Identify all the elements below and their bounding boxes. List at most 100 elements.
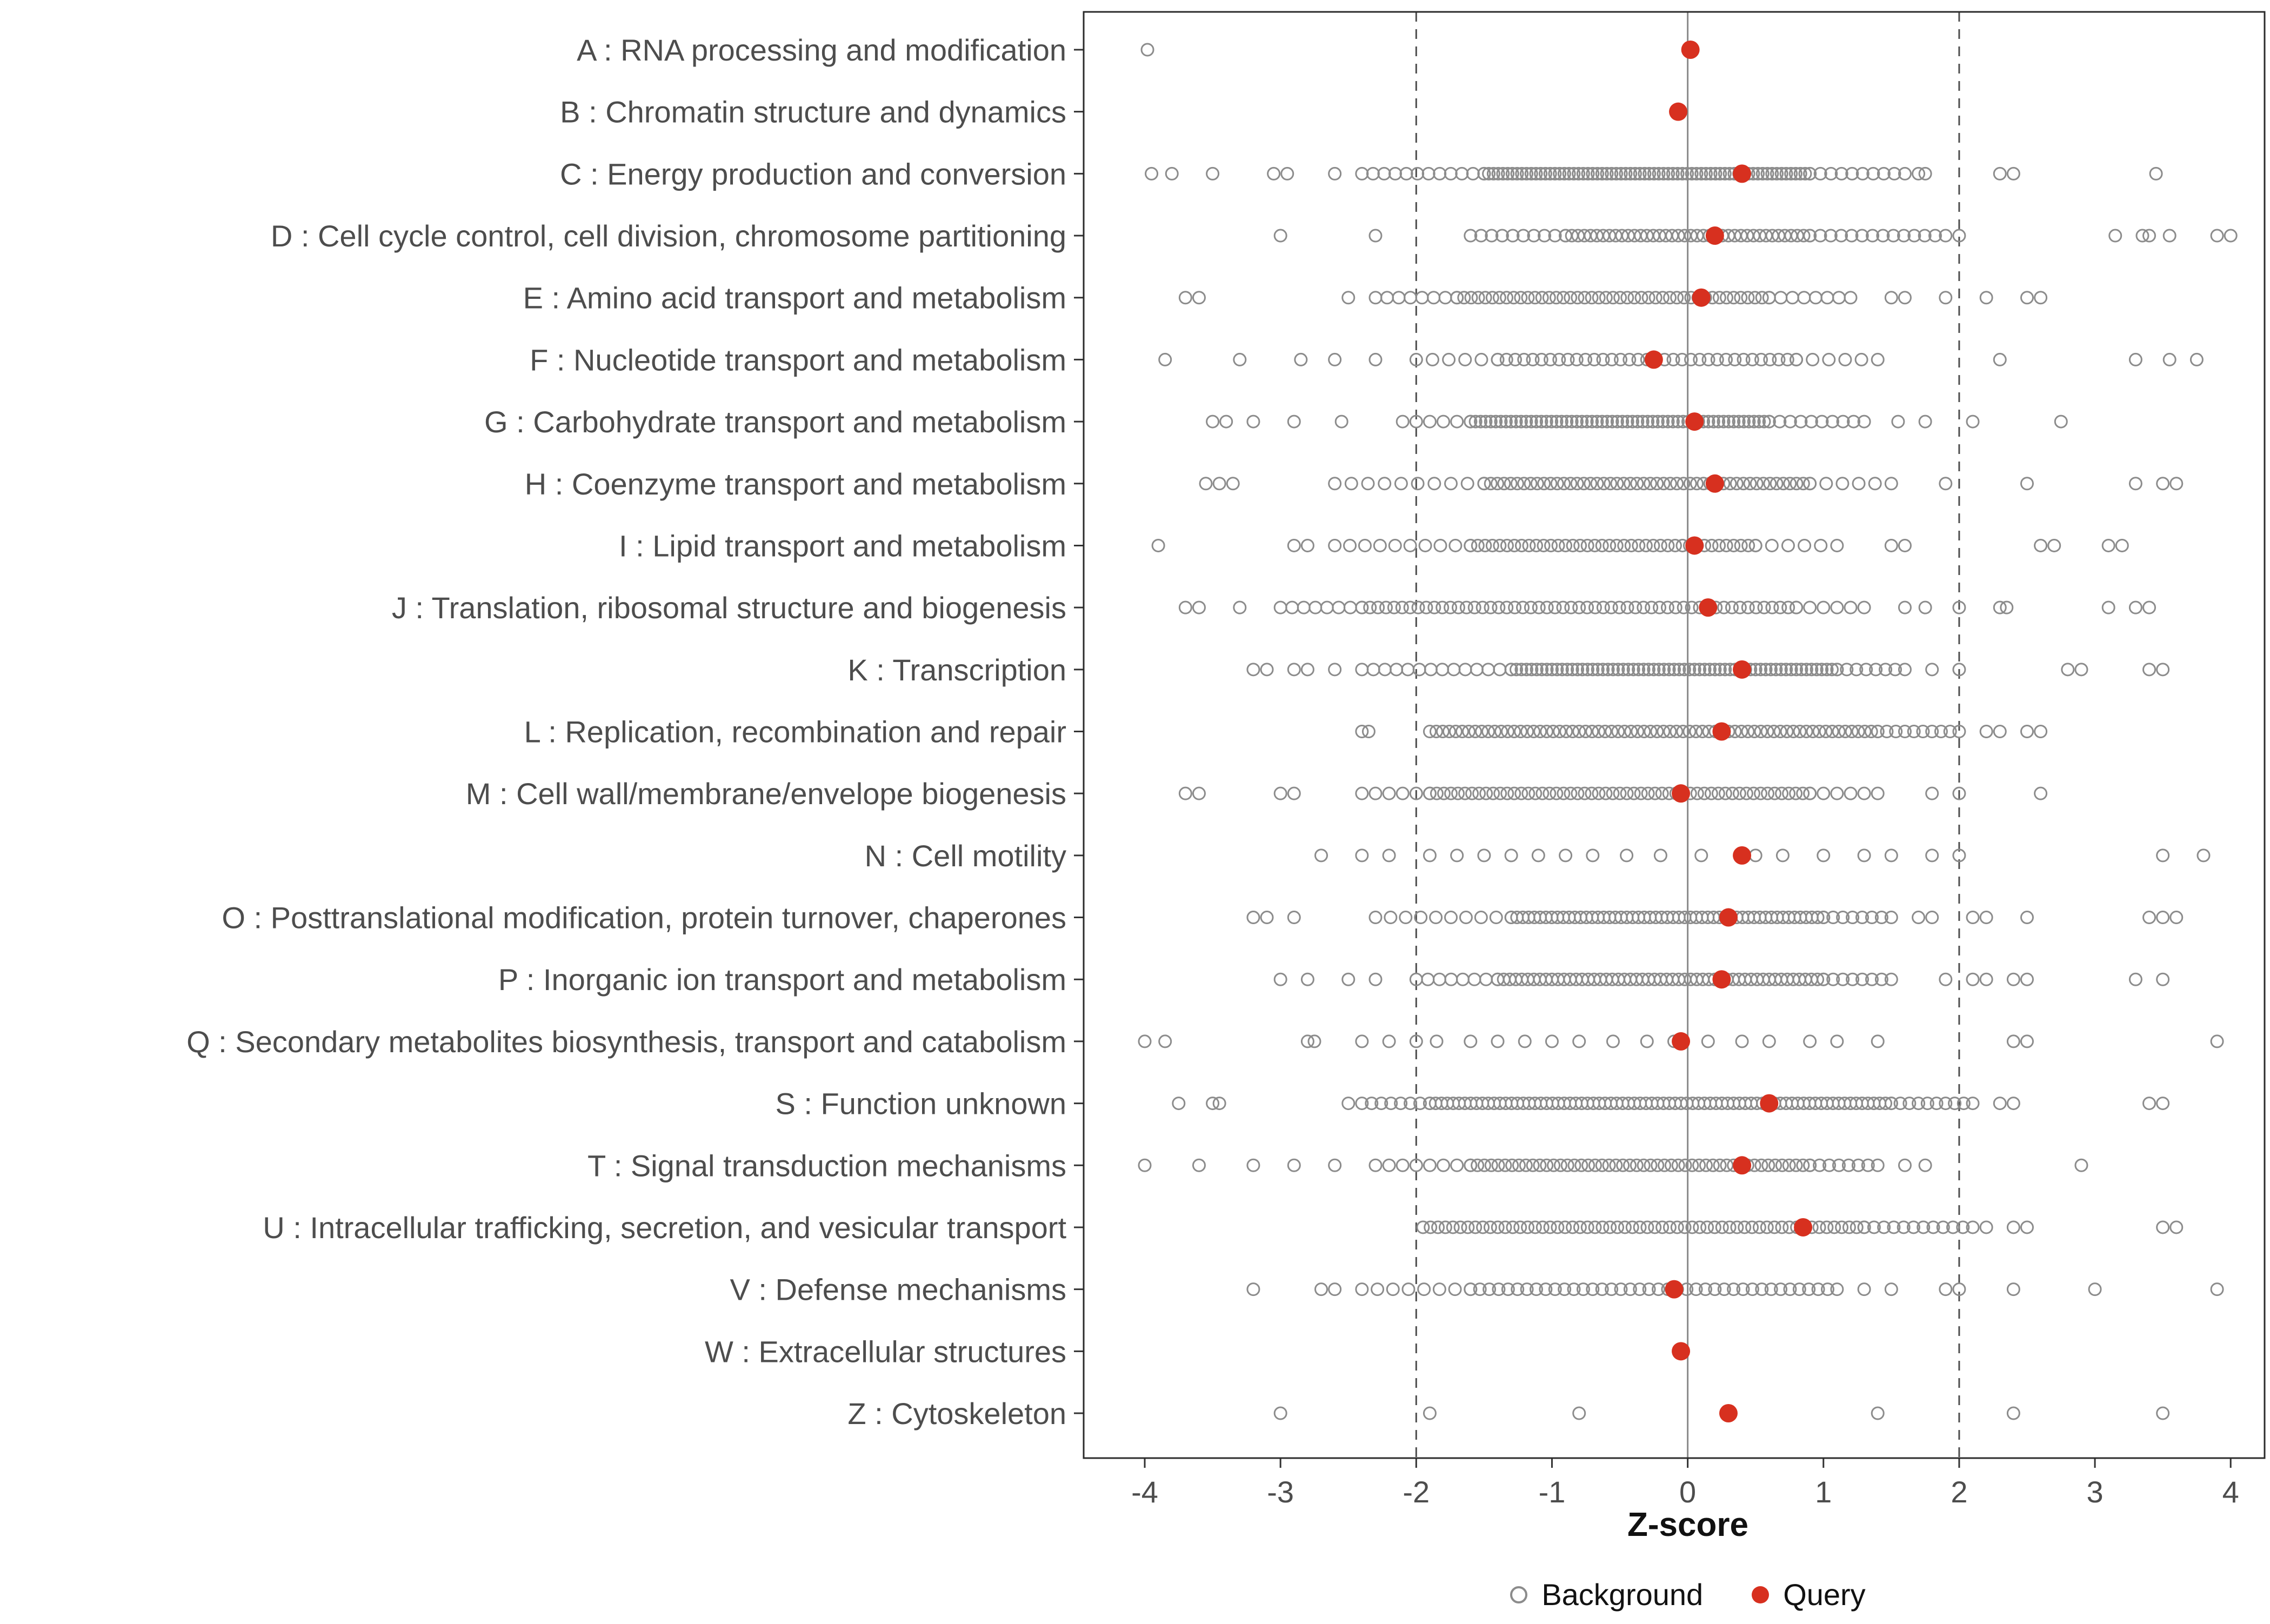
background-point: [1824, 166, 1838, 181]
background-point: [1775, 1220, 1789, 1234]
background-point: [1879, 663, 1893, 677]
background-point: [1898, 725, 1912, 738]
background-point: [1815, 663, 1829, 677]
background-point: [1925, 848, 1939, 863]
category-label: B : Chromatin structure and dynamics: [560, 95, 1066, 129]
background-point: [1489, 911, 1503, 925]
background-point: [1590, 477, 1604, 491]
background-point: [1579, 352, 1593, 366]
query-point: [1712, 970, 1731, 989]
background-point: [2020, 1220, 2034, 1234]
background-point: [1710, 352, 1724, 366]
background-point: [1300, 538, 1314, 552]
background-point: [1657, 166, 1671, 181]
background-point: [1834, 229, 1848, 243]
background-point: [1641, 415, 1655, 429]
background-point: [1519, 663, 1533, 677]
background-point: [2034, 725, 2048, 738]
background-point: [2142, 600, 2156, 614]
background-point: [1761, 786, 1775, 800]
background-point: [2020, 291, 2034, 305]
background-point: [1952, 725, 1966, 738]
background-point: [1567, 166, 1581, 181]
background-point: [1561, 352, 1575, 366]
background-point: [1871, 1034, 1885, 1048]
background-point: [1754, 352, 1768, 366]
background-point: [1465, 786, 1479, 800]
background-point: [2047, 538, 2061, 552]
background-point: [1549, 291, 1563, 305]
background-point: [1979, 972, 1993, 986]
background-point: [2135, 229, 2149, 243]
background-point: [1165, 166, 1179, 181]
background-point: [1580, 415, 1594, 429]
background-point: [1746, 786, 1760, 800]
background-point: [1409, 415, 1423, 429]
background-point: [1471, 1158, 1485, 1172]
background-point: [1419, 600, 1433, 614]
background-point: [1592, 725, 1606, 738]
background-point: [1609, 166, 1623, 181]
background-point: [1760, 725, 1774, 738]
background-point: [1572, 1034, 1586, 1048]
background-point: [1585, 725, 1599, 738]
background-point: [2054, 415, 2068, 429]
background-point: [1617, 538, 1631, 552]
background-point: [1575, 415, 1589, 429]
background-point: [1685, 600, 1699, 614]
background-point: [1494, 725, 1508, 738]
background-point: [1678, 1220, 1692, 1234]
background-point: [1560, 663, 1574, 677]
background-point: [1526, 1158, 1540, 1172]
background-point: [1206, 166, 1220, 181]
background-point: [1623, 1158, 1637, 1172]
query-point: [1794, 1218, 1813, 1237]
background-point: [1530, 477, 1544, 491]
background-point: [1630, 1158, 1644, 1172]
background-point: [1817, 600, 1831, 614]
background-point: [1595, 1158, 1609, 1172]
background-point: [2156, 477, 2170, 491]
background-point: [1803, 600, 1817, 614]
background-point: [1506, 229, 1520, 243]
category-label: I : Lipid transport and metabolism: [619, 529, 1066, 563]
background-point: [1510, 166, 1524, 181]
background-point: [1558, 1282, 1572, 1296]
background-point: [2006, 1097, 2020, 1111]
background-point: [1641, 291, 1655, 305]
background-point: [1501, 1282, 1515, 1296]
background-point: [1206, 1097, 1220, 1111]
background-point: [1735, 1034, 1749, 1048]
background-point: [1158, 1034, 1172, 1048]
background-point: [1525, 663, 1539, 677]
background-point: [1488, 725, 1502, 738]
background-point: [1555, 663, 1569, 677]
background-point: [1765, 600, 1779, 614]
background-point: [1579, 725, 1593, 738]
background-point: [1632, 538, 1646, 552]
background-point: [1575, 663, 1590, 677]
background-point: [1267, 166, 1281, 181]
background-point: [1605, 1282, 1619, 1296]
background-point: [1705, 538, 1719, 552]
background-point: [1192, 786, 1206, 800]
background-point: [1543, 786, 1557, 800]
background-point: [1417, 1282, 1431, 1296]
background-point: [1478, 291, 1492, 305]
background-point: [1663, 725, 1677, 738]
background-point: [1844, 600, 1858, 614]
background-point: [1572, 166, 1586, 181]
category-label: M : Cell wall/membrane/envelope biogenes…: [466, 777, 1066, 811]
row-U: U : Intracellular trafficking, secretion…: [263, 1211, 2184, 1245]
background-point: [1499, 415, 1513, 429]
background-point: [1382, 848, 1396, 863]
background-point: [1757, 415, 1771, 429]
x-tick-label: -2: [1403, 1475, 1430, 1509]
background-point: [1655, 291, 1670, 305]
background-point: [1559, 538, 1573, 552]
background-point: [1550, 477, 1564, 491]
background-point: [1388, 538, 1402, 552]
background-point: [1581, 1158, 1595, 1172]
background-point: [1382, 1158, 1396, 1172]
background-point: [1532, 600, 1546, 614]
